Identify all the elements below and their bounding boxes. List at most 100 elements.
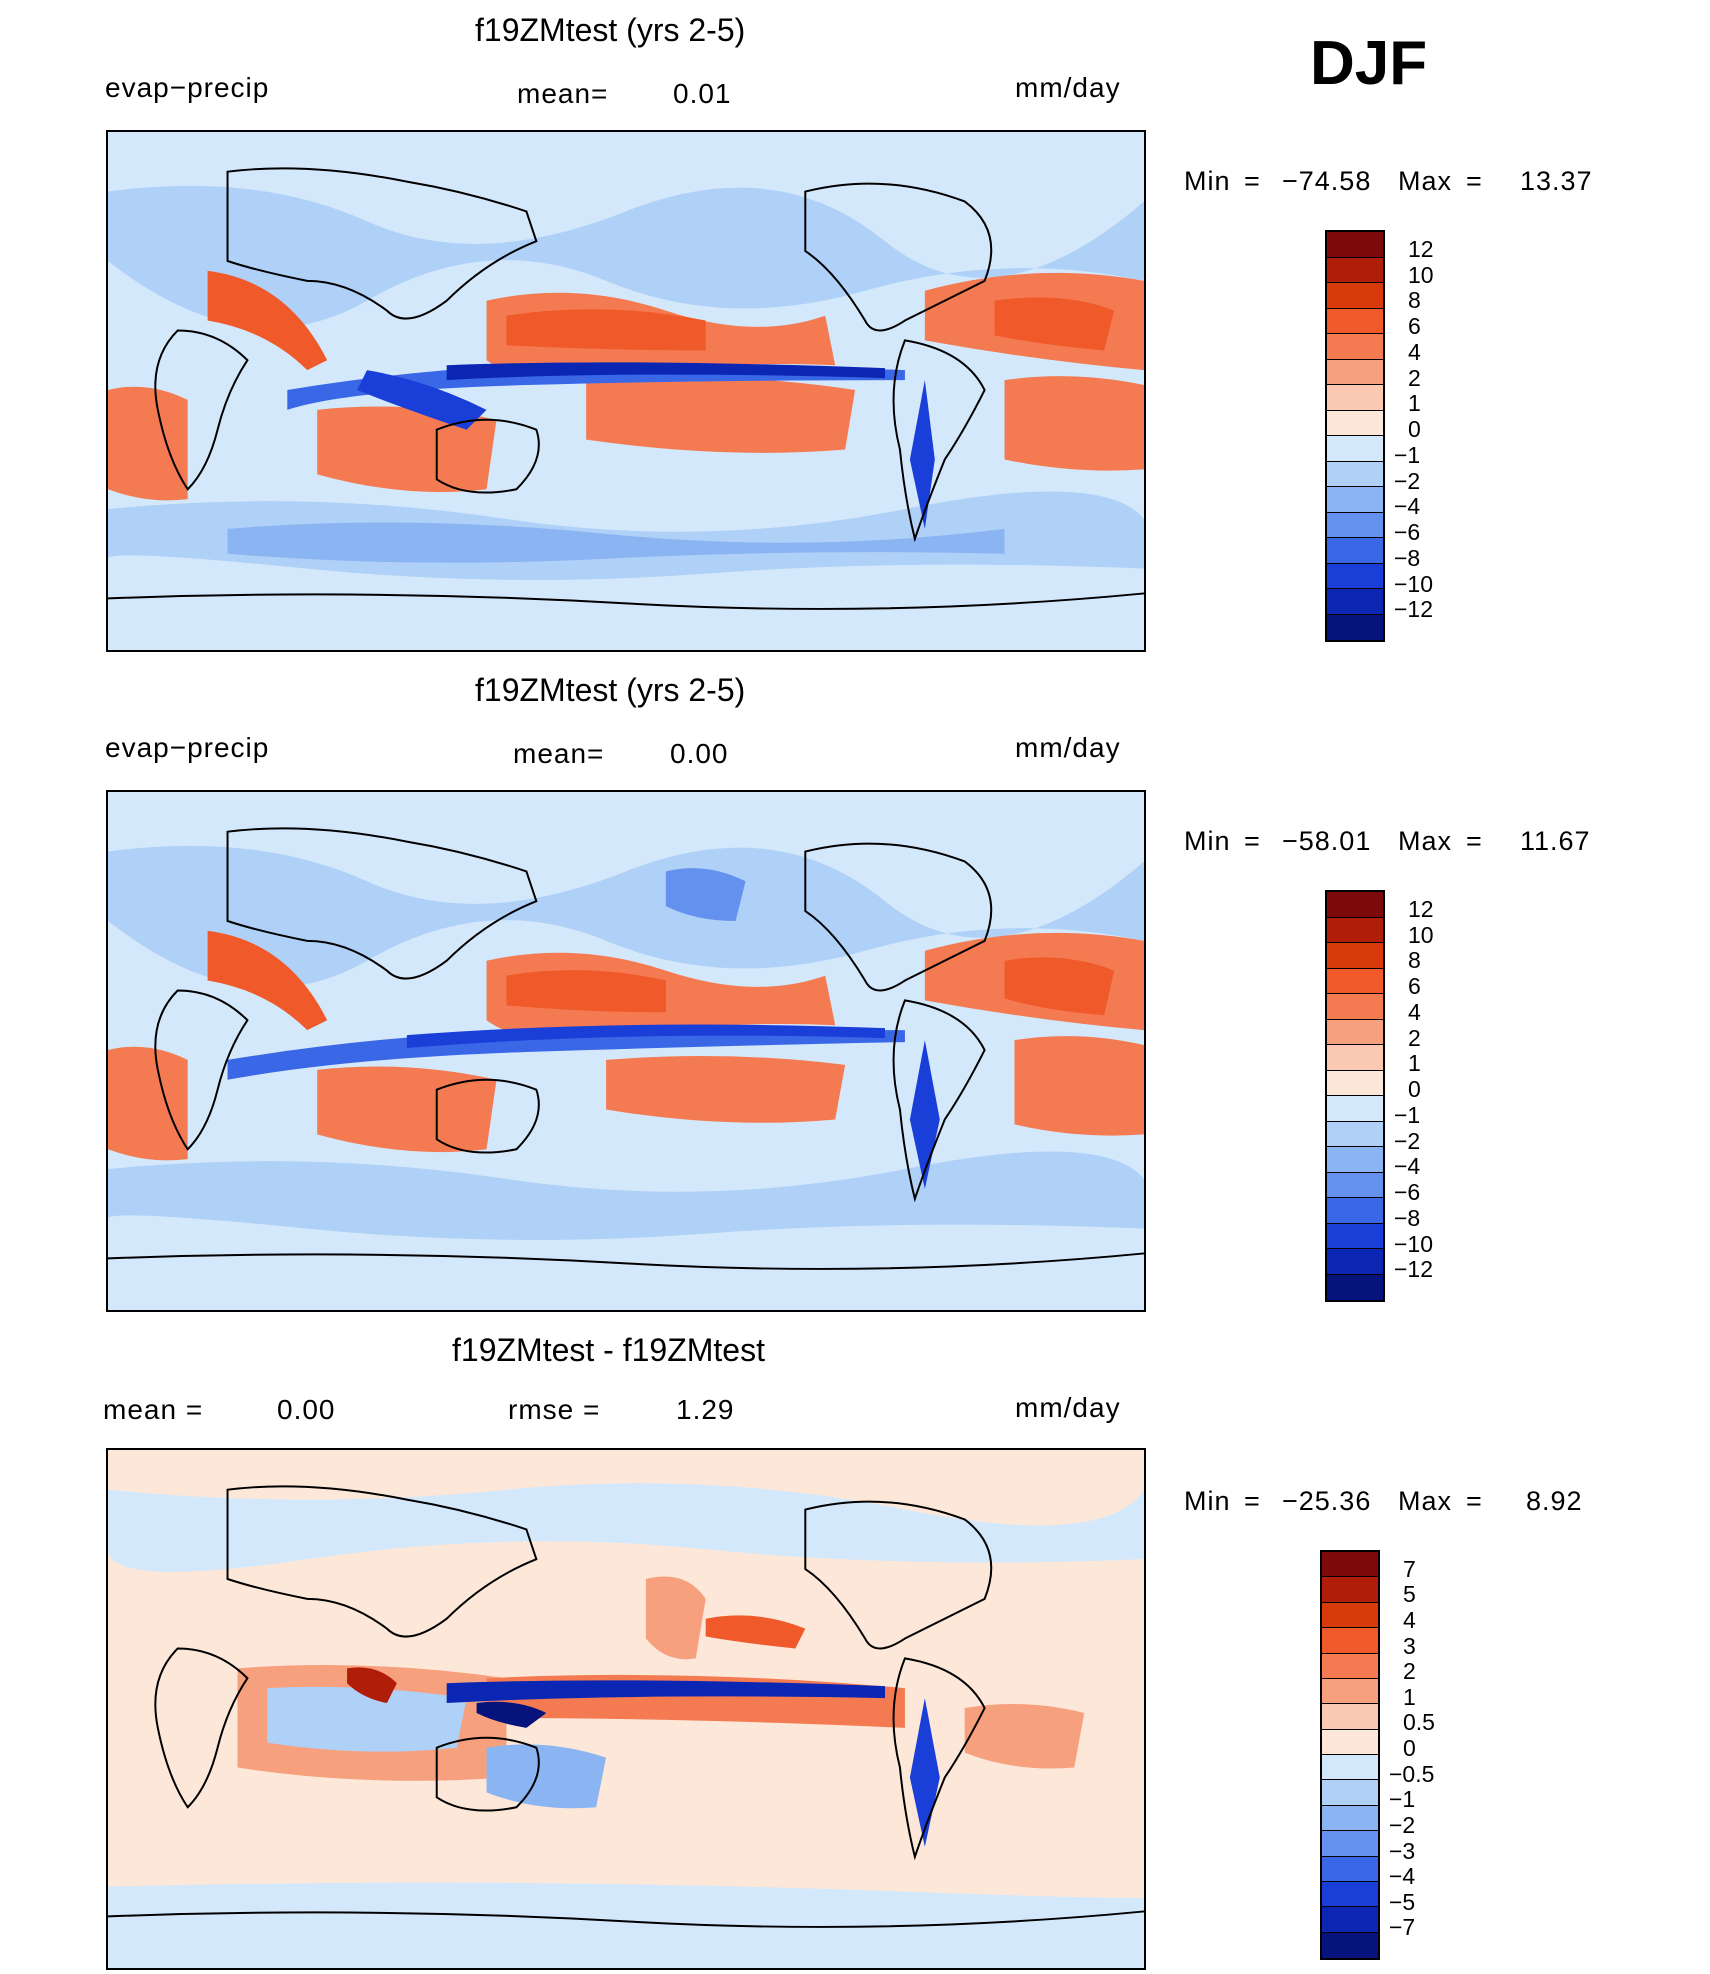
colorbar-swatch	[1327, 461, 1383, 487]
colorbar-tick-label: 0.5	[1403, 1709, 1435, 1736]
colorbar-tick-label: −4	[1394, 493, 1421, 520]
colorbar-tick-label: −0.5	[1389, 1760, 1435, 1787]
panel-3-map	[106, 1448, 1146, 1970]
panel-2-variable-label: evap−precip	[105, 732, 270, 763]
colorbar-swatch	[1322, 1552, 1378, 1578]
colorbar-swatch	[1327, 283, 1383, 309]
colorbar-swatch	[1327, 385, 1383, 411]
colorbar-tick-label: −10	[1394, 1230, 1434, 1257]
colorbar-swatch	[1322, 1831, 1378, 1857]
panel-1-min-eq: =	[1244, 166, 1261, 196]
colorbar-tick-label: −6	[1394, 1179, 1421, 1205]
panel-2-min-eq: =	[1244, 826, 1261, 856]
colorbar-swatch	[1322, 1907, 1378, 1933]
colorbar-tick-label: −3	[1389, 1837, 1416, 1864]
colorbar-swatch	[1327, 917, 1383, 943]
colorbar-swatch	[1327, 1198, 1383, 1224]
panel-2-min-label: Min	[1184, 826, 1231, 856]
colorbar-tick-label: 1	[1403, 1683, 1416, 1710]
colorbar-swatch	[1322, 1881, 1378, 1908]
season-label: DJF	[1310, 29, 1428, 98]
colorbar-swatch	[1322, 1729, 1378, 1755]
panel-1-colorbar	[1325, 230, 1385, 642]
colorbar-swatch	[1327, 614, 1383, 640]
colorbar-swatch	[1322, 1755, 1378, 1781]
colorbar-tick-label: 12	[1408, 895, 1434, 922]
colorbar-tick-label: −8	[1394, 544, 1421, 571]
colorbar-tick-label: 4	[1408, 338, 1421, 365]
panel-2-mean-key: mean=	[513, 738, 605, 769]
colorbar-tick-label: −1	[1389, 1786, 1416, 1813]
panel-1-field	[108, 132, 1144, 650]
colorbar-swatch	[1322, 1577, 1378, 1603]
colorbar-swatch	[1327, 487, 1383, 513]
panel-1-title: f19ZMtest (yrs 2-5)	[475, 12, 746, 48]
colorbar-swatch	[1327, 994, 1383, 1020]
colorbar-tick-label: −4	[1389, 1863, 1416, 1890]
colorbar-swatch	[1327, 232, 1383, 258]
colorbar-swatch	[1327, 512, 1383, 538]
colorbar-tick-label: 10	[1408, 921, 1434, 948]
panel-2-mean-value: 0.00	[670, 738, 729, 769]
panel-2-colorbar-ticks: 12 10 8 6 4 2 1 0 −1 −2 −4 −6 −8 −10 −12	[1394, 890, 1480, 1302]
colorbar-swatch	[1327, 1096, 1383, 1122]
panel-3-min-eq: =	[1244, 1486, 1261, 1516]
panel-3-mean-value: 0.00	[277, 1394, 336, 1425]
panel-3-max-eq: =	[1466, 1486, 1483, 1516]
colorbar-tick-label: 4	[1408, 998, 1421, 1025]
colorbar-swatch	[1322, 1704, 1378, 1730]
colorbar-tick-label: 7	[1403, 1555, 1416, 1582]
panel-3-max-value: 8.92	[1526, 1486, 1583, 1516]
colorbar-swatch	[1322, 1805, 1378, 1832]
colorbar-tick-label: 12	[1408, 235, 1434, 262]
colorbar-swatch	[1322, 1780, 1378, 1806]
colorbar-tick-label: −6	[1394, 519, 1421, 545]
colorbar-swatch	[1327, 359, 1383, 385]
colorbar-swatch	[1322, 1856, 1378, 1882]
panel-1-min-label: Min	[1184, 166, 1231, 196]
colorbar-tick-label: −10	[1394, 570, 1434, 597]
colorbar-tick-label: −8	[1394, 1204, 1421, 1231]
colorbar-swatch	[1327, 589, 1383, 615]
panel-3-title: f19ZMtest - f19ZMtest	[452, 1332, 765, 1368]
colorbar-swatch	[1327, 943, 1383, 969]
colorbar-swatch	[1322, 1628, 1378, 1654]
colorbar-tick-label: −5	[1389, 1888, 1416, 1915]
panel-2-colorbar	[1325, 890, 1385, 1302]
panel-1-mean-value: 0.01	[673, 78, 732, 109]
panel-1-min-value: −74.58	[1282, 166, 1372, 196]
colorbar-swatch	[1327, 1045, 1383, 1071]
panel-1-colorbar-ticks: 12 10 8 6 4 2 1 0 −1 −2 −4 −6 −8 −10 −12	[1394, 230, 1480, 642]
panel-3-colorbar	[1320, 1550, 1380, 1960]
colorbar-swatch	[1327, 1019, 1383, 1045]
colorbar-swatch	[1322, 1932, 1378, 1958]
colorbar-swatch	[1327, 563, 1383, 589]
colorbar-swatch	[1327, 334, 1383, 360]
panel-1-variable-label: evap−precip	[105, 72, 270, 103]
panel-1-max-eq: =	[1466, 166, 1483, 196]
panel-2-max-label: Max	[1398, 826, 1453, 856]
colorbar-tick-label: −12	[1394, 1256, 1434, 1283]
colorbar-tick-label: 2	[1408, 1024, 1421, 1051]
colorbar-swatch	[1327, 1147, 1383, 1173]
colorbar-tick-label: 8	[1408, 287, 1421, 314]
panel-3-max-label: Max	[1398, 1486, 1453, 1516]
colorbar-swatch	[1327, 308, 1383, 334]
colorbar-swatch	[1327, 968, 1383, 994]
panel-1-map	[106, 130, 1146, 652]
colorbar-tick-label: −2	[1394, 467, 1421, 494]
colorbar-tick-label: 0	[1408, 416, 1421, 442]
panel-2-max-value: 11.67	[1520, 826, 1591, 856]
colorbar-tick-label: −1	[1394, 441, 1421, 468]
colorbar-tick-label: 8	[1408, 947, 1421, 974]
panel-3-field	[108, 1450, 1144, 1968]
panel-2-units: mm/day	[1015, 732, 1121, 763]
panel-1-max-label: Max	[1398, 166, 1453, 196]
panel-2-title: f19ZMtest (yrs 2-5)	[475, 672, 746, 708]
panel-2-map	[106, 790, 1146, 1312]
colorbar-swatch	[1327, 257, 1383, 283]
colorbar-swatch	[1327, 1121, 1383, 1147]
colorbar-tick-label: 6	[1408, 973, 1421, 999]
panel-1-mean-key: mean=	[517, 78, 609, 109]
colorbar-tick-label: −4	[1394, 1153, 1421, 1180]
